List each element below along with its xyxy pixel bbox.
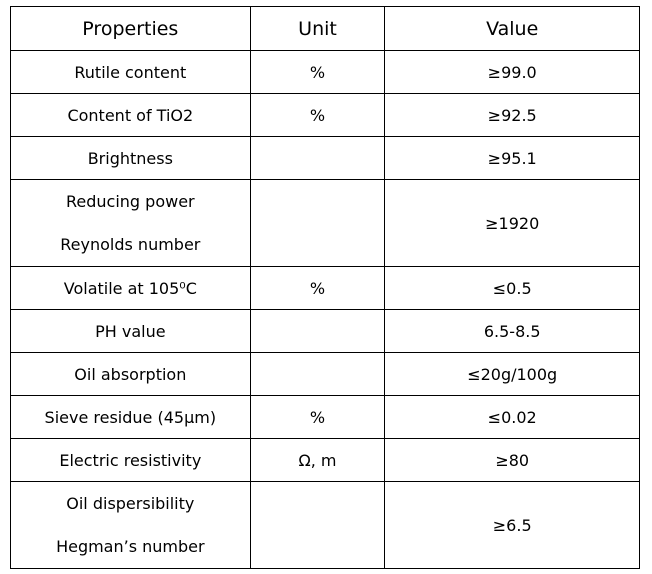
header-cell: Properties [10, 6, 251, 51]
value-cell: ≥95.1 [384, 136, 640, 180]
value-cell: ≤20g/100g [384, 352, 640, 396]
value-cell: ≤0.02 [384, 395, 640, 439]
table-row: Content of TiO2% ≥92.5 [10, 93, 640, 137]
property-line: Hegman’s number [56, 537, 205, 556]
table-header: Properties Unit Value [10, 6, 640, 51]
header-cell: Value [384, 6, 640, 51]
property-line: Reducing power [66, 192, 195, 211]
table-row: Electric resistivity Ω, m ≥80 [10, 438, 640, 482]
property-cell: Volatile at 105⁰C [10, 266, 251, 310]
table-row: PH value 6.5-8.5 [10, 309, 640, 353]
property-cell: Reducing power Reynolds number [10, 179, 251, 267]
property-cell: Sieve residue (45μm) [10, 395, 251, 439]
property-cell: Electric resistivity [10, 438, 251, 482]
property-cell: PH value [10, 309, 251, 353]
unit-cell [249, 179, 386, 267]
value-cell: ≥1920 [384, 179, 640, 267]
property-line: Reynolds number [60, 235, 201, 254]
property-cell: Content of TiO2 [10, 93, 251, 137]
table-row: Reducing power Reynolds number ≥1920 [10, 179, 640, 267]
unit-cell [249, 136, 386, 180]
unit-cell: % [249, 395, 386, 439]
table-row: Oil absorption ≤20g/100g [10, 352, 640, 396]
table-row: Volatile at 105⁰C% ≤0.5 [10, 266, 640, 310]
value-cell: 6.5-8.5 [384, 309, 640, 353]
unit-cell [249, 352, 386, 396]
property-line: Oil dispersibility [66, 494, 195, 513]
header-cell: Unit [249, 6, 386, 51]
unit-cell: % [249, 266, 386, 310]
value-cell: ≥6.5 [384, 481, 640, 569]
unit-cell: % [249, 50, 386, 94]
property-cell: Oil dispersibility Hegman’s number [10, 481, 251, 569]
table-row: Oil dispersibility Hegman’s number ≥6.5 [10, 481, 640, 569]
value-cell: ≥80 [384, 438, 640, 482]
unit-cell [249, 481, 386, 569]
table-row: Brightness ≥95.1 [10, 136, 640, 180]
property-cell: Oil absorption [10, 352, 251, 396]
value-cell: ≥92.5 [384, 93, 640, 137]
table-row: Sieve residue (45μm)% ≤0.02 [10, 395, 640, 439]
value-cell: ≤0.5 [384, 266, 640, 310]
header-row: Properties Unit Value [10, 6, 640, 51]
unit-cell: Ω, m [249, 438, 386, 482]
unit-cell [249, 309, 386, 353]
properties-table: Properties Unit Value Rutile content% ≥99.0… [10, 6, 640, 569]
table-body: Rutile content% ≥99.0 Content of TiO2% ≥92.… [10, 50, 640, 569]
table-row: Rutile content% ≥99.0 [10, 50, 640, 94]
property-cell: Rutile content [10, 50, 251, 94]
property-cell: Brightness [10, 136, 251, 180]
value-cell: ≥99.0 [384, 50, 640, 94]
unit-cell: % [249, 93, 386, 137]
